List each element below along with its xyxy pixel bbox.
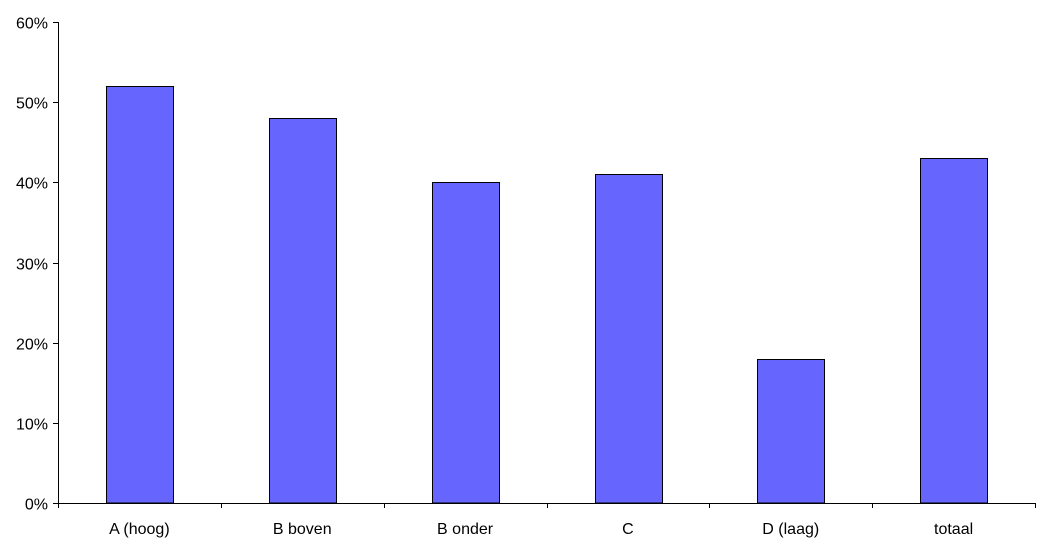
bar [920,158,988,504]
bar [269,118,337,504]
category-labels: A (hoog) B boven B onder C D (laag) totaal [109,521,973,538]
bar [595,174,663,504]
x-category-label: totaal [934,521,973,538]
bars [106,86,988,504]
x-axis [58,503,1036,508]
y-tick-label: 10% [16,417,48,434]
x-category-label: A (hoog) [109,521,169,538]
y-tick-label: 50% [16,96,48,113]
bar [106,86,174,504]
y-tick-label: 0% [25,497,48,514]
x-category-label: C [622,521,634,538]
x-category-label: B boven [273,521,332,538]
y-tick-label: 40% [16,176,48,193]
y-axis: 0% 10% 20% 30% 40% 50% 60% [16,16,59,514]
y-tick-label: 60% [16,16,48,33]
x-category-label: D (laag) [762,521,819,538]
y-tick-label: 20% [16,337,48,354]
y-tick-label: 30% [16,257,48,274]
bar [757,359,825,504]
x-category-label: B onder [437,521,494,538]
bar [432,182,500,504]
